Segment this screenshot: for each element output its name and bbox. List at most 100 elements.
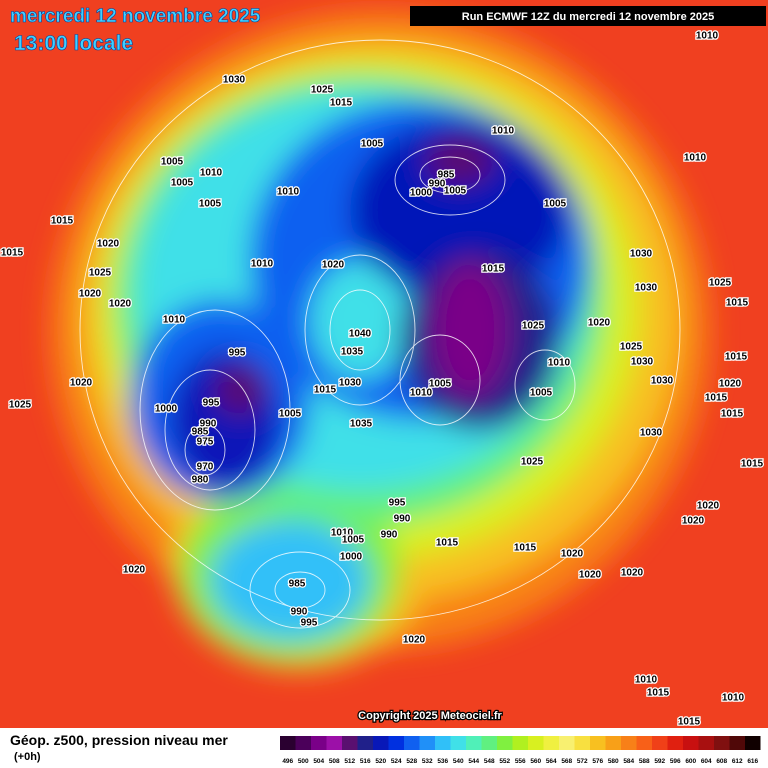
scale-label: 592 [654,758,665,765]
isobar-label: 1015 [514,543,537,554]
isobar-label: 1030 [630,249,653,260]
isobar-label: 1010 [696,31,719,42]
scale-label: 576 [592,758,603,765]
scale-label: 560 [530,758,541,765]
isobar-label: 1015 [705,393,728,404]
scale-label: 608 [716,758,727,765]
isobar-label: 1030 [635,283,658,294]
isobar-label: 1005 [199,199,222,210]
isobar-label: 1015 [51,216,74,227]
isobar-label: 1010 [200,168,223,179]
run-info: Run ECMWF 12Z du mercredi 12 novembre 20… [462,11,714,23]
scale-label: 572 [577,758,588,765]
color-scale: 496 500 504 508 512 516 520 524 528 532 536 540 544 5… [280,736,761,765]
isobar-label: 1015 [330,98,353,109]
z500-field [0,0,768,728]
isobar-label: 1020 [697,501,720,512]
field-blobs [50,10,710,670]
scale-swatch [574,736,590,750]
isobar-label: 1025 [521,457,544,468]
isobar-label: 1005 [444,186,467,197]
scale-swatch [466,736,482,750]
scale-label: 500 [298,758,309,765]
scale-label: 532 [422,758,433,765]
isobar-label: 1015 [725,352,748,363]
isobar-label: 980 [192,475,209,486]
isobar-labels: 1010103010251015101010051010100510101005… [0,29,765,729]
isobar-label: 1015 [726,298,749,309]
isobar-label: 990 [394,514,411,525]
scale-swatch [745,736,761,750]
scale-label: 616 [747,758,758,765]
scale-swatch [388,736,404,750]
isobar-label: 1010 [331,528,354,539]
isobar-label: 1025 [620,342,643,353]
scale-swatch [280,736,296,750]
scale-swatch [698,736,714,750]
scale-swatch [481,736,497,750]
isobar-label: 1010 [635,675,658,686]
isobar-label: 1000 [340,552,363,563]
isobar-label: 1040 [349,329,372,340]
isobar-label: 1020 [79,289,102,300]
scale-swatch [605,736,621,750]
scale-swatch [404,736,420,750]
isobar-label: 1015 [436,538,459,549]
isobar-label: 1015 [647,688,670,699]
scale-label: 536 [437,758,448,765]
isobar-label: 970 [197,462,214,473]
isobar-label: 1015 [721,409,744,420]
scale-swatch [590,736,606,750]
isobar-label: 1030 [651,376,674,387]
isobar-label: 1005 [429,379,452,390]
isobar-label: 1020 [579,570,602,581]
run-banner [410,6,766,26]
scale-label: 540 [453,758,464,765]
scale-label: 516 [360,758,371,765]
scale-swatch [373,736,389,750]
isobar-label: 1000 [410,188,433,199]
isobar-label: 1025 [522,321,545,332]
isobar-label: 1010 [684,153,707,164]
scale-swatch [559,736,575,750]
isobar-label: 1030 [339,378,362,389]
isobar-label: 995 [229,348,246,359]
scale-label: 528 [406,758,417,765]
isobars [79,39,681,629]
isobar-label: 985 [438,170,455,181]
scale-swatch [729,736,745,750]
isobar-label: 990 [429,179,446,190]
legend-title: Géop. z500, pression niveau mer [10,732,228,748]
scale-label: 596 [670,758,681,765]
scale-label: 584 [623,758,634,765]
isobar-label: 995 [301,618,318,629]
isobar-label: 1005 [530,388,553,399]
isobar-label: 1005 [279,409,302,420]
isobar-label: 990 [200,419,217,430]
scale-label: 504 [313,758,324,765]
scale-swatch [342,736,358,750]
isobar-label: 1015 [678,717,701,728]
scale-swatch [311,736,327,750]
isobar-label: 1010 [410,388,433,399]
isobar-label: 1005 [161,157,184,168]
isobar-label: 1020 [322,260,345,271]
scale-label: 508 [329,758,340,765]
isobar-label: 1010 [251,259,274,270]
scale-swatch [512,736,528,750]
isobar-label: 1020 [588,318,611,329]
isobar-label: 1020 [682,516,705,527]
isobar-label: 995 [389,498,406,509]
isobar-label: 1010 [722,693,745,704]
scale-swatch [357,736,373,750]
isobar-label: 1025 [311,85,334,96]
isobar-label: 1030 [640,428,663,439]
isobar-label: 1005 [544,199,567,210]
scale-label: 512 [344,758,355,765]
scale-label: 520 [375,758,386,765]
isobar-label: 1020 [123,565,146,576]
isobar-label: 1010 [277,187,300,198]
isobar-label: 1035 [341,347,364,358]
scale-swatch [419,736,435,750]
isobar-label: 1005 [171,178,194,189]
